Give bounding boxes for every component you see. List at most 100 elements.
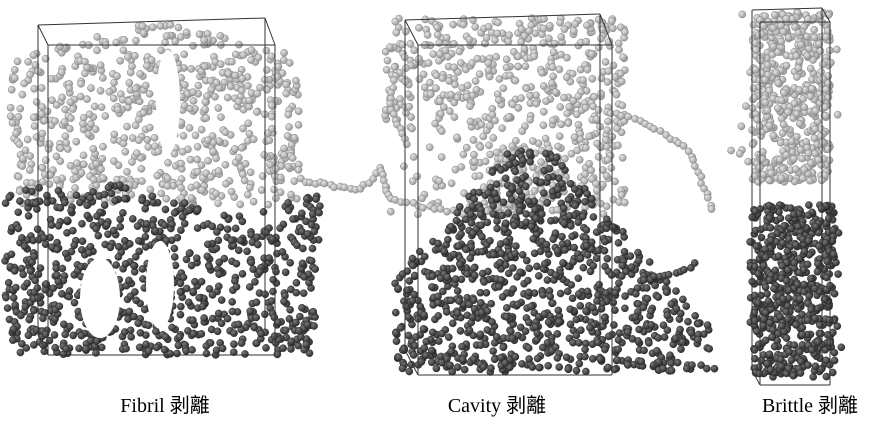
particle: [590, 262, 597, 269]
particle: [603, 143, 610, 150]
particle: [823, 86, 830, 93]
particle: [76, 199, 83, 206]
particle: [451, 114, 458, 121]
particle: [466, 301, 473, 308]
particle: [534, 330, 541, 337]
particle: [177, 311, 184, 318]
particle: [425, 59, 432, 66]
particle: [586, 324, 593, 331]
particle: [613, 91, 620, 98]
particle: [807, 65, 814, 72]
particle: [479, 270, 486, 277]
particle: [758, 234, 765, 241]
particle: [498, 212, 505, 219]
particle: [9, 119, 16, 126]
particle: [140, 29, 147, 36]
particle: [167, 21, 174, 28]
particle: [176, 333, 183, 340]
particle: [467, 211, 474, 218]
particle: [459, 356, 466, 363]
particle: [471, 196, 478, 203]
particle: [490, 134, 497, 141]
particle: [232, 225, 239, 232]
particle: [196, 31, 203, 38]
particle: [30, 341, 37, 348]
particle: [19, 163, 26, 170]
particle: [814, 260, 821, 267]
particle: [179, 148, 186, 155]
particle: [444, 53, 451, 60]
particle: [749, 141, 756, 148]
particle: [435, 57, 442, 64]
particle: [39, 130, 46, 137]
particle: [11, 74, 18, 81]
particle: [386, 44, 393, 51]
particle: [448, 91, 455, 98]
particle: [698, 362, 705, 369]
particle: [822, 104, 829, 111]
particle: [68, 207, 75, 214]
particle: [810, 373, 817, 380]
particle: [285, 111, 292, 118]
particle: [790, 372, 797, 379]
particle: [766, 122, 773, 129]
particle: [551, 40, 558, 47]
particle: [433, 365, 440, 372]
particle: [528, 303, 535, 310]
particle: [804, 362, 811, 369]
particle: [90, 188, 97, 195]
particle: [123, 345, 130, 352]
particle: [112, 197, 119, 204]
void: [80, 258, 120, 338]
particle: [588, 51, 595, 58]
particle: [409, 297, 416, 304]
particle: [505, 38, 512, 45]
particle: [650, 125, 657, 132]
particle: [438, 330, 445, 337]
particle: [26, 316, 33, 323]
particle: [811, 285, 818, 292]
particle: [466, 36, 473, 43]
particle: [778, 38, 785, 45]
particle: [762, 284, 769, 291]
particle: [512, 353, 519, 360]
particle: [540, 108, 547, 115]
particle: [552, 272, 559, 279]
particle: [581, 353, 588, 360]
particle: [565, 196, 572, 203]
particle: [286, 59, 293, 66]
particle: [558, 121, 565, 128]
particle: [244, 82, 251, 89]
particle: [597, 200, 604, 207]
particle: [409, 255, 416, 262]
particle: [567, 306, 574, 313]
particle: [22, 303, 29, 310]
particle: [110, 158, 117, 165]
particle: [43, 280, 50, 287]
particle: [217, 114, 224, 121]
particle: [785, 215, 792, 222]
particle: [786, 348, 793, 355]
particle: [423, 338, 430, 345]
particle: [540, 190, 547, 197]
particle: [589, 355, 596, 362]
particle: [291, 178, 298, 185]
particle: [757, 57, 764, 64]
particle: [429, 329, 436, 336]
particle: [519, 128, 526, 135]
particle: [456, 203, 463, 210]
particle: [602, 58, 609, 65]
particle: [823, 373, 830, 380]
void: [156, 50, 180, 154]
particle: [647, 308, 654, 315]
particle: [762, 254, 769, 261]
particle: [39, 315, 46, 322]
particle: [436, 177, 443, 184]
particle: [527, 158, 534, 165]
particle: [494, 30, 501, 37]
particle: [275, 63, 282, 70]
particle: [624, 329, 631, 336]
particle: [781, 222, 788, 229]
particle: [395, 285, 402, 292]
particle: [435, 293, 442, 300]
